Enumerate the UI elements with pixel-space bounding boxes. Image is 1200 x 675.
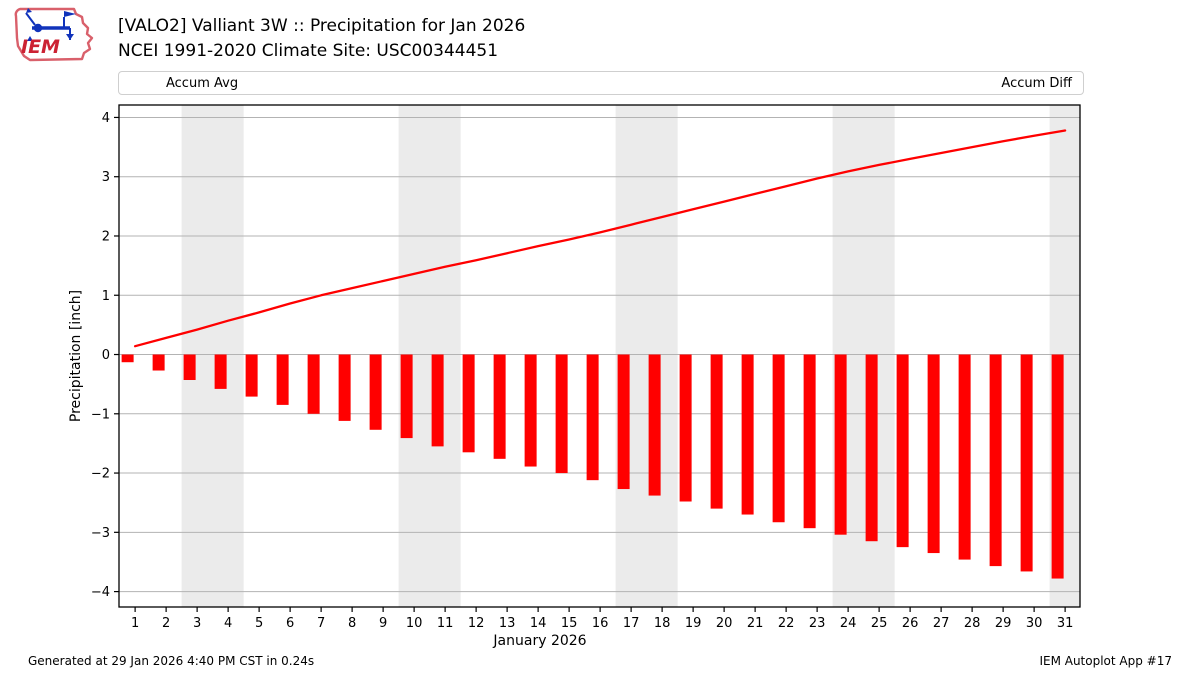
- x-tick-label: 14: [530, 616, 547, 631]
- x-tick-label: 6: [286, 616, 294, 631]
- accum-diff-bar: [338, 354, 351, 421]
- x-tick-label: 15: [561, 616, 578, 631]
- x-tick-label: 3: [193, 616, 201, 631]
- x-tick-label: 4: [224, 616, 232, 631]
- iowa-outline-icon: [14, 7, 94, 62]
- accum-diff-bar: [803, 354, 816, 529]
- x-tick-label: 2: [162, 616, 170, 631]
- accum-diff-bar: [989, 354, 1002, 567]
- generated-timestamp: Generated at 29 Jan 2026 4:40 PM CST in …: [28, 654, 315, 668]
- iem-logo: IEM: [14, 7, 94, 62]
- accum-diff-bar: [214, 354, 227, 389]
- accum-diff-bar: [834, 354, 847, 535]
- chart-title-block: [VALO2] Valliant 3W :: Precipitation for…: [118, 14, 525, 64]
- accum-diff-bar: [369, 354, 382, 430]
- accum-diff-bar: [152, 354, 165, 371]
- app-credit: IEM Autoplot App #17: [1039, 654, 1172, 668]
- accum-diff-bar: [400, 354, 413, 439]
- x-tick-label: 22: [778, 616, 795, 631]
- x-tick-label: 10: [406, 616, 423, 631]
- x-tick-label: 25: [871, 616, 888, 631]
- accum-diff-bar: [958, 354, 971, 560]
- accum-diff-bar: [431, 354, 444, 447]
- x-tick-label: 5: [255, 616, 263, 631]
- x-tick-label: 31: [1057, 616, 1074, 631]
- accum-avg-line: [133, 129, 1067, 348]
- y-tick-label: 4: [102, 111, 110, 126]
- legend-item-accum-avg: Accum Avg: [130, 76, 238, 91]
- accum-diff-bar: [586, 354, 599, 481]
- accum-diff-bar: [555, 354, 568, 474]
- chart-title: [VALO2] Valliant 3W :: Precipitation for…: [118, 16, 526, 36]
- accum-diff-bar: [896, 354, 909, 548]
- legend-label-accum-diff: Accum Diff: [1001, 75, 1072, 91]
- x-tick-label: 29: [995, 616, 1012, 631]
- accum-diff-bar: [865, 354, 878, 542]
- x-tick-label: 26: [902, 616, 919, 631]
- accum-diff-bar: [462, 354, 475, 453]
- accum-diff-bar: [679, 354, 692, 502]
- accum-diff-bar: [121, 354, 134, 363]
- accum-diff-bar: [772, 354, 785, 523]
- accum-diff-bar: [183, 354, 196, 381]
- x-tick-label: 9: [379, 616, 387, 631]
- chart-subtitle: NCEI 1991-2020 Climate Site: USC00344451: [118, 41, 499, 61]
- y-tick-label: −1: [91, 407, 110, 422]
- x-tick-label: 16: [592, 616, 609, 631]
- x-tick-label: 23: [809, 616, 826, 631]
- accum-diff-bar: [245, 354, 258, 397]
- x-tick-label: 1: [131, 616, 139, 631]
- x-tick-label: 27: [933, 616, 950, 631]
- accum-diff-bar: [648, 354, 661, 496]
- accum-diff-bar: [307, 354, 320, 414]
- weather-station-icon: [25, 8, 76, 41]
- y-tick-label: 1: [102, 289, 110, 304]
- legend-label-accum-avg: Accum Avg: [166, 75, 239, 91]
- y-tick-label: 0: [102, 348, 110, 363]
- x-tick-label: 30: [1026, 616, 1043, 631]
- accum-diff-bar: [1051, 354, 1064, 579]
- chart-legend: Accum Avg Accum Diff: [118, 71, 1084, 95]
- logo-text: IEM: [21, 36, 60, 58]
- x-tick-label: 8: [348, 616, 356, 631]
- x-tick-label: 19: [685, 616, 702, 631]
- y-tick-label: 2: [102, 229, 110, 244]
- x-tick-label: 13: [499, 616, 516, 631]
- accum-diff-bar: [710, 354, 723, 509]
- accum-diff-bar: [524, 354, 537, 467]
- x-tick-label: 28: [964, 616, 981, 631]
- x-tick-label: 7: [317, 616, 325, 631]
- x-axis-label: January 2026: [493, 633, 587, 649]
- accum-diff-bar: [1020, 354, 1033, 572]
- x-tick-label: 20: [716, 616, 733, 631]
- x-tick-label: 18: [654, 616, 671, 631]
- plot-border: [118, 104, 1081, 608]
- x-tick-label: 11: [437, 616, 454, 631]
- x-tick-label: 24: [840, 616, 857, 631]
- y-tick-label: −2: [91, 467, 110, 482]
- accum-diff-bar: [617, 354, 630, 490]
- y-tick-label: −4: [91, 585, 110, 600]
- accum-diff-bar: [741, 354, 754, 515]
- y-axis-label: Precipitation [inch]: [68, 289, 84, 423]
- accum-diff-bar: [276, 354, 289, 405]
- legend-item-accum-diff: Accum Diff: [965, 76, 1072, 91]
- y-tick-label: 3: [102, 170, 110, 185]
- x-tick-label: 12: [468, 616, 485, 631]
- accum-diff-bar: [927, 354, 940, 554]
- y-tick-label: −3: [91, 526, 110, 541]
- x-tick-label: 17: [623, 616, 640, 631]
- x-tick-label: 21: [747, 616, 764, 631]
- accum-diff-bar: [493, 354, 506, 459]
